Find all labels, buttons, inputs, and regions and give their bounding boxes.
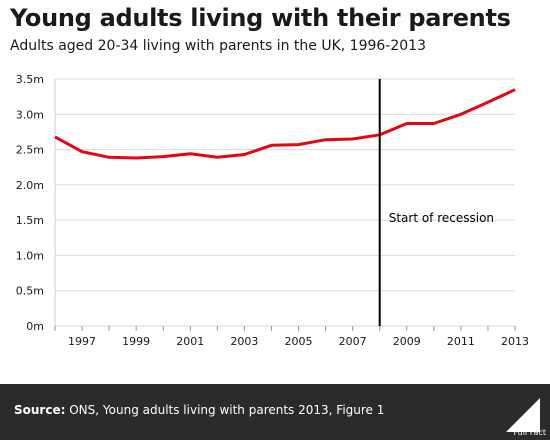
x-axis: 1997 1999 2001 2003 2005 2007 2009 2011 2013 — [54, 326, 529, 348]
annotation-layer: Start of recession — [378, 79, 494, 326]
x-tick-label: 2005 — [285, 335, 313, 348]
y-tick-label: 1.0m — [16, 249, 44, 262]
source-text: ONS, Young adults living with parents 20… — [69, 403, 385, 417]
y-tick-label: 0m — [26, 320, 44, 333]
y-tick-label: 0.5m — [16, 285, 44, 298]
x-tick-label: 2003 — [230, 335, 258, 348]
chart-subtitle: Adults aged 20-34 living with parents in… — [10, 38, 426, 54]
x-tick-label: 2011 — [447, 335, 475, 348]
y-tick-label: 2.5m — [16, 144, 44, 157]
y-tick-label: 1.5m — [16, 214, 44, 227]
x-tick-label: 2001 — [176, 335, 204, 348]
series-line — [54, 88, 516, 160]
gridlines — [55, 78, 515, 327]
y-tick-label: 2.0m — [16, 179, 44, 192]
y-axis: 0m 0.5m 1.0m 1.5m 2.0m 2.5m 3.0m 3.5m — [16, 73, 56, 333]
logo-text: Full Fact — [513, 428, 546, 437]
source-label: Source: — [14, 403, 66, 417]
full-fact-logo-icon — [506, 398, 540, 432]
y-tick-label: 3.5m — [16, 73, 44, 86]
series-layer — [54, 88, 516, 160]
annotation-label: Start of recession — [389, 211, 494, 225]
x-tick-label: 2013 — [501, 335, 529, 348]
x-tick-label: 2007 — [339, 335, 367, 348]
x-tick-label: 1999 — [122, 335, 150, 348]
chart-title: Young adults living with their parents — [10, 4, 511, 32]
y-tick-label: 3.0m — [16, 108, 44, 121]
line-chart: 0m 0.5m 1.0m 1.5m 2.0m 2.5m 3.0m 3.5m 1997 1999 2… — [16, 73, 529, 348]
x-tick-label: 2009 — [393, 335, 421, 348]
x-tick-label: 1997 — [68, 335, 96, 348]
source-footer: Source: ONS, Young adults living with pa… — [0, 384, 550, 440]
source-note: Source: ONS, Young adults living with pa… — [14, 403, 384, 417]
